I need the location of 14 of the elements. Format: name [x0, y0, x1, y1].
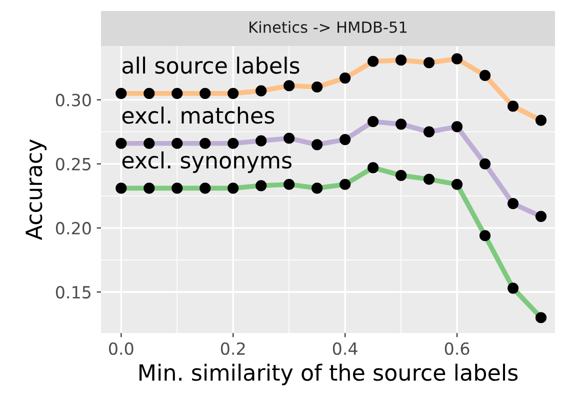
x-tick-label: 0.0 [109, 342, 134, 355]
y-tick-label: 0.25 [56, 158, 91, 170]
series-label: excl. synonyms [122, 151, 292, 173]
x-tick-label: 0.4 [332, 342, 358, 355]
y-axis-title: Accuracy [26, 139, 47, 240]
x-axis-title: Min. similarity of the source labels [140, 364, 518, 386]
chart-title: Kinetics -> HMDB-51 [250, 21, 407, 33]
series-label: excl. matches [122, 106, 274, 124]
y-tick-label: 0.15 [56, 286, 91, 299]
y-tick-label: 0.20 [56, 222, 91, 235]
x-tick-label: 0.6 [444, 342, 470, 355]
y-tick-label: 0.30 [56, 94, 91, 106]
series-label: all source labels [122, 56, 300, 74]
x-tick-label: 0.2 [220, 342, 245, 355]
